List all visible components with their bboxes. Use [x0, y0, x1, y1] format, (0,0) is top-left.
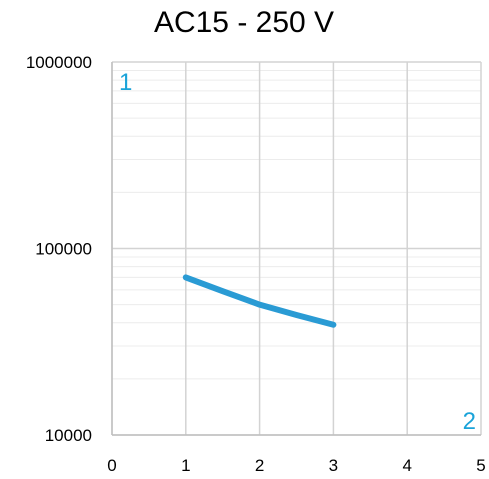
corner-annotation: 1: [119, 69, 132, 96]
annotations: 12: [119, 69, 476, 435]
y-tick-label: 1000000: [26, 53, 92, 72]
x-tick-label: 3: [329, 456, 338, 475]
axes: [111, 62, 481, 436]
x-tick-label: 4: [402, 456, 411, 475]
x-tick-label: 5: [476, 456, 485, 475]
corner-annotation: 2: [463, 408, 476, 435]
y-tick-label: 100000: [35, 240, 92, 259]
y-tick-label: 10000: [45, 426, 92, 445]
series-layer: [182, 274, 337, 328]
x-tick-label: 1: [181, 456, 190, 475]
x-tick-label: 2: [255, 456, 264, 475]
chart-title: AC15 - 250 V: [154, 6, 334, 39]
grid: [111, 61, 482, 436]
x-tick-label: 0: [107, 456, 116, 475]
series-line: [182, 274, 337, 328]
